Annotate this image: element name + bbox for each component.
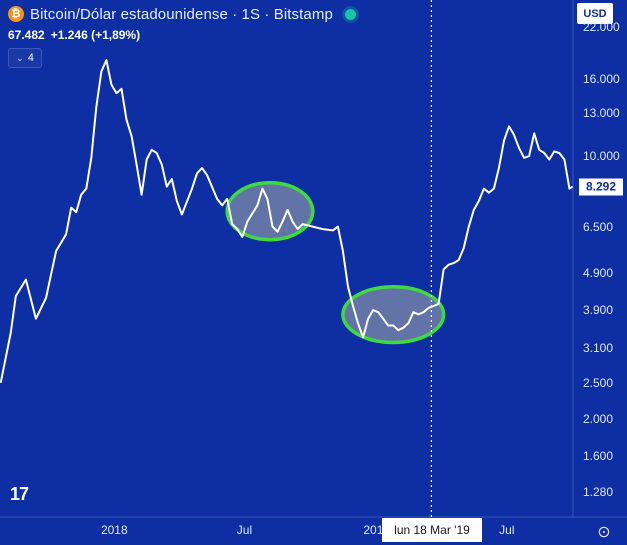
y-tick-label: 1.280 [583, 485, 614, 500]
indicator-count: 4 [27, 52, 34, 64]
chart-header: ₿ Bitcoin/Dólar estadounidense · 1S · Bi… [8, 4, 356, 68]
y-tick-label: 2.500 [583, 375, 614, 390]
tradingview-logo[interactable]: 17 [10, 484, 29, 504]
x-tick-label: 2018 [100, 523, 128, 537]
indicators-toggle-button[interactable]: ⌄ 4 [8, 48, 42, 68]
last-price-label: 8.292 [579, 178, 623, 196]
chevron-down-icon: ⌄ [16, 52, 24, 63]
symbol-title[interactable]: Bitcoin/Dólar estadounidense · 1S · Bits… [30, 5, 333, 23]
y-tick-label: 2.000 [583, 412, 614, 427]
price-row: 67.482 +1.246 (+1,89%) [8, 28, 356, 42]
y-tick-label: 4.900 [583, 265, 614, 280]
y-tick-label: 3.900 [583, 303, 614, 318]
current-price: 67.482 [8, 28, 45, 42]
y-tick-label: 10.000 [583, 149, 620, 164]
currency-button[interactable]: USD [577, 3, 613, 24]
highlight-ellipse-2[interactable] [341, 284, 446, 345]
y-tick-label: 22.000 [583, 20, 620, 35]
market-status-dot-icon [344, 8, 356, 20]
price-line-series-1 [0, 59, 573, 383]
symbol-row: ₿ Bitcoin/Dólar estadounidense · 1S · Bi… [8, 4, 356, 24]
y-tick-label: 6.500 [583, 219, 614, 234]
x-tick-label: Jul [499, 523, 515, 537]
crosshair-date-label: lun 18 Mar '19 [382, 518, 482, 542]
y-tick-label: 3.100 [583, 340, 614, 355]
settings-icon[interactable]: ⊙ [597, 524, 611, 541]
bitcoin-logo-icon: ₿ [8, 6, 24, 22]
x-tick-label: Jul [236, 523, 253, 537]
y-tick-label: 1.600 [583, 448, 614, 463]
y-tick-label: 13.000 [583, 106, 620, 121]
price-change: +1.246 (+1,89%) [50, 28, 141, 42]
y-tick-label: 16.000 [583, 72, 620, 87]
